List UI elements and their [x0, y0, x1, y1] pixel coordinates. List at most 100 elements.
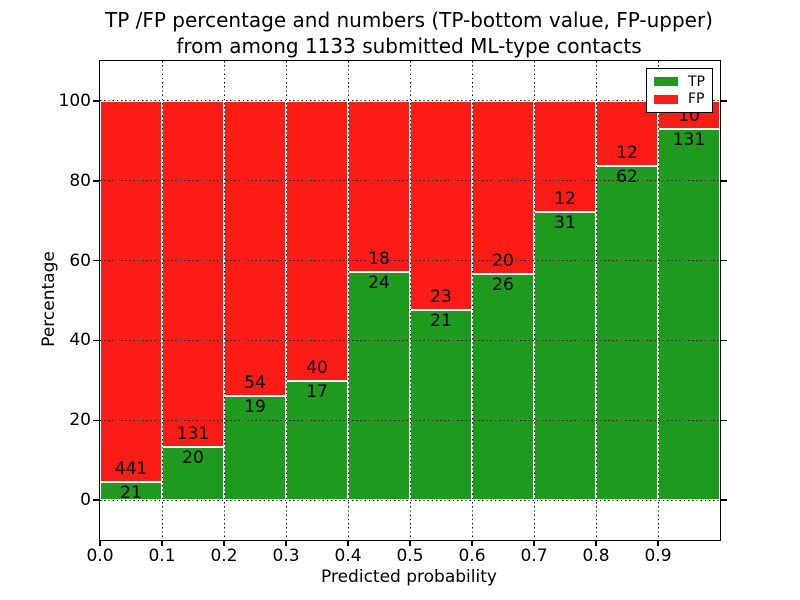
- bar-tp-segment: [658, 129, 720, 501]
- vertical-gridline: [471, 61, 473, 540]
- bar-tp-segment: [348, 271, 410, 501]
- y-tick-mark: [93, 100, 99, 102]
- bar-fp-count-label: 12: [616, 142, 638, 163]
- x-tick-label: 0.7: [520, 546, 548, 566]
- y-tick-mark: [93, 259, 99, 262]
- horizontal-gridline: [100, 180, 720, 182]
- bar-tp-segment: [162, 447, 224, 501]
- vertical-gridline: [347, 61, 349, 540]
- y-tick-label: 0: [80, 490, 91, 511]
- bar-tp-count-label: 31: [554, 213, 576, 234]
- bar-tp-count-label: 131: [672, 130, 706, 151]
- y-tick-mark: [93, 419, 99, 421]
- y-tick-mark: [721, 259, 727, 262]
- bar-fp-count-label: 131: [176, 424, 210, 445]
- x-tick-mark: [595, 540, 597, 546]
- y-tick-label: 20: [69, 410, 91, 431]
- y-tick-mark: [721, 180, 727, 182]
- x-tick-label: 0.3: [272, 546, 300, 566]
- y-tick-label: 40: [69, 330, 91, 351]
- bar-fp-segment: [286, 100, 348, 382]
- vertical-gridline: [595, 61, 597, 540]
- vertical-gridline: [285, 61, 287, 540]
- x-tick-mark: [223, 540, 225, 546]
- x-tick-label: 0.0: [86, 546, 114, 566]
- horizontal-gridline: [100, 260, 720, 262]
- y-tick-mark: [721, 419, 727, 421]
- bar-fp-segment: [224, 100, 286, 397]
- y-tick-mark: [721, 499, 727, 501]
- horizontal-gridline: [100, 339, 720, 341]
- x-tick-mark: [347, 540, 349, 546]
- bar-tp-count-label: 19: [244, 397, 266, 418]
- vertical-gridline: [533, 61, 535, 540]
- bar-fp-count-label: 20: [492, 251, 514, 272]
- bar-fp-segment: [410, 100, 472, 310]
- x-tick-label: 0.9: [644, 546, 672, 566]
- x-tick-label: 0.1: [148, 546, 176, 566]
- bar-tp-segment: [534, 212, 596, 501]
- x-tick-label: 0.6: [458, 546, 486, 566]
- legend-label-fp: FP: [688, 91, 705, 108]
- x-tick-label: 0.8: [582, 546, 610, 566]
- y-tick-mark: [93, 499, 99, 501]
- legend-label-tp: TP: [688, 73, 705, 90]
- legend-item-fp: FP: [654, 91, 705, 107]
- vertical-gridline: [657, 61, 659, 540]
- plot-area: 441 21 131 20 54 19 40 17 18 24 23 21 20 26 12 31 12 62 10…: [59, 60, 727, 566]
- x-tick-mark: [533, 540, 535, 546]
- x-tick-mark: [285, 540, 287, 546]
- horizontal-gridline: [100, 100, 720, 102]
- horizontal-gridline: [100, 419, 720, 421]
- y-tick-mark: [93, 180, 99, 182]
- bar-fp-segment: [472, 100, 534, 275]
- y-tick-mark: [721, 100, 727, 102]
- bar-tp-count-label: 17: [306, 382, 328, 403]
- bar-fp-count-label: 12: [554, 189, 576, 210]
- chart-title-line2: from among 1133 submitted ML-type contac…: [176, 34, 642, 58]
- x-tick-label: 0.2: [210, 546, 238, 566]
- y-axis-label: Percentage: [39, 251, 59, 347]
- bar-fp-segment: [348, 100, 410, 272]
- chart-title: TP /FP percentage and numbers (TP-bottom…: [99, 7, 719, 59]
- bar-fp-segment: [100, 100, 162, 482]
- vertical-gridline: [223, 61, 225, 540]
- y-tick-label: 60: [69, 250, 91, 271]
- x-tick-mark: [99, 540, 101, 546]
- bar-tp-count-label: 20: [182, 448, 204, 469]
- bar-fp-count-label: 18: [368, 249, 390, 270]
- x-tick-mark: [409, 540, 411, 546]
- bar-fp-segment: [162, 100, 224, 448]
- vertical-gridline: [161, 61, 163, 540]
- bar-fp-count-label: 441: [114, 459, 148, 480]
- bar-fp-count-label: 23: [430, 286, 452, 307]
- bar-fp-segment: [534, 100, 596, 213]
- bar-tp-count-label: 26: [492, 275, 514, 296]
- x-tick-mark: [161, 540, 163, 546]
- y-tick-label: 80: [69, 170, 91, 191]
- vertical-gridline: [409, 61, 411, 540]
- x-tick-mark: [657, 540, 659, 546]
- bar-tp-count-label: 21: [430, 310, 452, 331]
- legend-item-tp: TP: [654, 74, 705, 90]
- y-tick-mark: [721, 339, 727, 342]
- legend: TP FP: [646, 68, 713, 113]
- chart-title-line1: TP /FP percentage and numbers (TP-bottom…: [105, 8, 713, 32]
- bar-tp-segment: [410, 309, 472, 501]
- bar-tp-segment: [286, 381, 348, 501]
- bar-fp-count-label: 40: [306, 358, 328, 379]
- bar-fp-count-label: 54: [244, 373, 266, 394]
- legend-swatch-tp: [654, 77, 678, 87]
- x-tick-label: 0.4: [334, 546, 362, 566]
- bar-tp-segment: [596, 165, 658, 501]
- x-tick-mark: [471, 540, 473, 546]
- bar-tp-count-label: 21: [120, 482, 142, 503]
- y-tick-label: 100: [58, 90, 91, 111]
- bar-tp-count-label: 24: [368, 272, 390, 293]
- horizontal-gridline: [100, 499, 720, 501]
- x-tick-label: 0.5: [396, 546, 424, 566]
- bar-tp-count-label: 62: [616, 166, 638, 187]
- y-tick-mark: [93, 339, 99, 342]
- bar-tp-segment: [472, 274, 534, 501]
